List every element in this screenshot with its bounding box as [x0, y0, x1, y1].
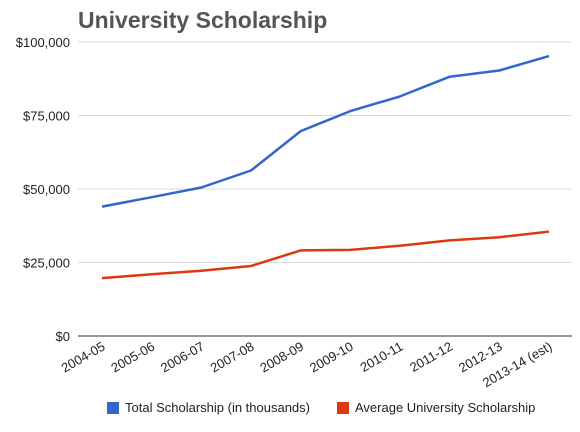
data-point[interactable]: [248, 263, 254, 269]
data-point[interactable]: [347, 247, 353, 253]
chart-title: University Scholarship: [78, 7, 328, 33]
legend-label-total: Total Scholarship (in thousands): [125, 400, 310, 415]
data-point[interactable]: [397, 243, 403, 249]
data-point[interactable]: [198, 268, 204, 274]
x-tick-label: 2009-10: [307, 339, 356, 376]
data-point[interactable]: [298, 128, 304, 134]
legend-item-total[interactable]: Total Scholarship (in thousands): [107, 400, 310, 415]
data-point[interactable]: [248, 167, 254, 173]
data-point[interactable]: [397, 93, 403, 99]
x-tick-label: 2005-06: [108, 339, 157, 376]
data-point[interactable]: [546, 53, 552, 59]
data-point[interactable]: [99, 204, 105, 210]
legend-swatch-average: [337, 401, 349, 414]
y-tick-label: $50,000: [23, 182, 70, 197]
legend-item-average[interactable]: Average University Scholarship: [337, 400, 535, 415]
data-point[interactable]: [546, 229, 552, 235]
data-point[interactable]: [298, 247, 304, 253]
data-point[interactable]: [99, 275, 105, 281]
data-point[interactable]: [347, 108, 353, 114]
y-tick-label: $25,000: [23, 256, 70, 271]
x-tick-label: 2007-08: [208, 339, 257, 376]
legend-label-average: Average University Scholarship: [355, 400, 536, 415]
x-tick-label: 2006-07: [158, 339, 207, 376]
data-point[interactable]: [496, 234, 502, 240]
data-point[interactable]: [496, 68, 502, 74]
y-axis-ticks: $0 $25,000 $50,000 $75,000 $100,000: [16, 35, 70, 344]
legend-swatch-total: [107, 401, 119, 414]
x-tick-label: 2008-09: [257, 339, 306, 376]
data-point[interactable]: [447, 237, 453, 243]
gridlines: [78, 41, 572, 337]
series-line-average-scholarship[interactable]: [101, 230, 550, 280]
data-point[interactable]: [198, 185, 204, 191]
y-tick-label: $100,000: [16, 35, 70, 50]
x-tick-label: 2010-11: [358, 339, 406, 375]
series-line-total-scholarship[interactable]: [101, 54, 550, 208]
x-tick-label: 2011-12: [407, 339, 455, 375]
y-tick-label: $75,000: [23, 109, 70, 124]
data-point[interactable]: [149, 194, 155, 200]
legend: Total Scholarship (in thousands) Average…: [0, 400, 580, 422]
y-tick-label: $0: [56, 329, 70, 344]
x-axis-ticks: 2004-05 2005-06 2006-07 2007-08 2008-09 2009-…: [59, 339, 555, 391]
data-point[interactable]: [447, 74, 453, 80]
x-tick-label: 2004-05: [59, 339, 108, 376]
line-chart: $0$25,000$50,000$75,000$100,000 2004-05 2…: [16, 35, 572, 391]
data-point[interactable]: [149, 271, 155, 277]
series-lines: [99, 53, 552, 281]
